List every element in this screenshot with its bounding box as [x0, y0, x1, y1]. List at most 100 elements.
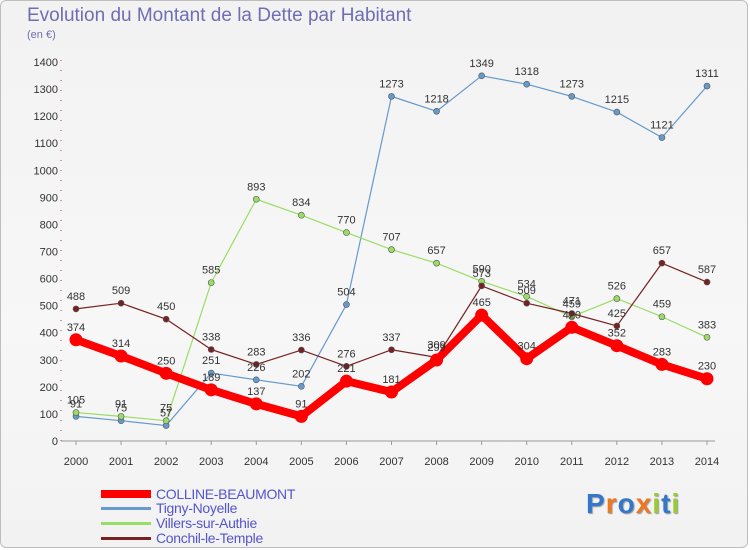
- data-label: 230: [698, 361, 716, 373]
- data-point: [520, 352, 534, 366]
- data-label: 137: [247, 386, 265, 398]
- y-tick-label: 800: [40, 219, 58, 231]
- y-tick-label: 200: [40, 382, 58, 394]
- y-tick-label: 600: [40, 274, 58, 286]
- legend-swatch-conchil-le-temple: [101, 536, 151, 540]
- data-point: [388, 346, 395, 354]
- data-point: [658, 134, 666, 141]
- data-point: [430, 353, 444, 367]
- data-label: 226: [247, 362, 265, 374]
- data-point: [298, 211, 305, 219]
- data-point: [343, 301, 350, 308]
- x-tick-label: 2013: [650, 456, 674, 468]
- data-point: [610, 339, 624, 353]
- data-label: 585: [202, 265, 220, 277]
- data-point: [655, 357, 669, 371]
- data-point: [162, 417, 170, 424]
- x-tick-label: 2008: [424, 456, 448, 468]
- data-label: 299: [427, 342, 445, 354]
- data-point: [703, 334, 711, 341]
- chart-title: Evolution du Montant de la Dette par Hab…: [27, 5, 412, 26]
- y-tick-label: 700: [40, 247, 58, 259]
- data-label: 338: [202, 331, 220, 343]
- y-tick-label: 100: [40, 409, 58, 421]
- data-point: [162, 315, 170, 323]
- y-tick-label: 900: [40, 192, 58, 204]
- data-point: [207, 369, 215, 377]
- axes: 0 100 200 300 400 500 600 700 800 900 1000 1100 1200…: [34, 57, 719, 468]
- data-point: [478, 282, 485, 290]
- data-label: 314: [112, 338, 130, 350]
- data-labels: 91 75 572512262025041273121813491318127312…: [67, 58, 719, 420]
- data-point: [613, 322, 621, 330]
- data-label: 893: [247, 181, 265, 193]
- data-label: 336: [292, 332, 310, 344]
- data-point: [343, 362, 350, 370]
- data-point: [703, 278, 711, 286]
- legend-swatch-tigny-noyelle: [101, 506, 151, 510]
- data-label: 471: [563, 295, 581, 307]
- x-tick-label: 2007: [379, 456, 403, 468]
- data-label: 1311: [695, 68, 719, 80]
- data-label: 383: [698, 319, 716, 331]
- chart-subtitle: (en €): [27, 29, 56, 41]
- data-label: 251: [202, 355, 220, 367]
- data-label: 75: [160, 403, 172, 415]
- data-label: 657: [653, 245, 671, 257]
- y-tick-label: 300: [40, 355, 58, 367]
- y-tick-label: 1300: [34, 84, 58, 96]
- data-label: 1273: [560, 78, 584, 90]
- data-label: 374: [67, 322, 85, 334]
- legend-label-colline-beaumont: COLLINE-BEAUMONT: [156, 486, 296, 502]
- data-label: 1273: [379, 78, 403, 90]
- data-point: [658, 313, 666, 321]
- data-label: 1318: [514, 66, 538, 78]
- data-point: [700, 372, 714, 386]
- data-point: [343, 229, 350, 236]
- data-label: 573: [472, 268, 490, 280]
- legend-item-conchil-le-temple: Conchil-le-Temple: [101, 530, 263, 546]
- data-label: 657: [427, 245, 445, 257]
- data-label: 1215: [605, 94, 629, 106]
- data-point: [69, 333, 83, 347]
- data-point: [433, 259, 440, 267]
- data-label: 425: [608, 308, 626, 320]
- y-tick-label: 1400: [34, 57, 58, 69]
- data-label: 509: [112, 285, 130, 297]
- legend-item-colline-beaumont: COLLINE-BEAUMONT: [101, 486, 296, 502]
- data-label: 105: [67, 395, 85, 407]
- data-label: 459: [563, 299, 581, 311]
- data-label: 420: [563, 309, 581, 321]
- y-tick-label: 1000: [34, 165, 58, 177]
- data-label: 276: [337, 348, 355, 360]
- data-label: 250: [157, 355, 175, 367]
- data-point: [207, 346, 215, 353]
- data-point: [475, 308, 489, 322]
- data-point: [658, 259, 666, 267]
- data-point: [385, 385, 398, 399]
- data-point: [72, 409, 80, 416]
- x-tick-label: 2010: [514, 456, 538, 468]
- legend-item-villers-sur-authie: Villers-sur-Authie: [101, 515, 257, 531]
- data-point: [252, 361, 260, 368]
- y-tick-label: 500: [40, 301, 58, 313]
- data-point: [565, 320, 579, 334]
- data-point: [568, 93, 576, 100]
- data-point: [249, 397, 263, 411]
- data-point: [523, 80, 531, 88]
- data-label: 459: [653, 299, 671, 311]
- data-label: 352: [608, 328, 626, 340]
- data-point: [252, 195, 260, 203]
- data-label: 181: [382, 374, 400, 386]
- x-tick-label: 2012: [605, 456, 629, 468]
- series-lines: [69, 72, 714, 429]
- data-point: [703, 82, 711, 90]
- data-point: [298, 346, 305, 354]
- data-point: [388, 246, 395, 253]
- data-label: 504: [337, 287, 355, 299]
- data-point: [294, 409, 308, 423]
- legend-label-villers-sur-authie: Villers-sur-Authie: [156, 515, 257, 531]
- data-label: 450: [157, 301, 175, 313]
